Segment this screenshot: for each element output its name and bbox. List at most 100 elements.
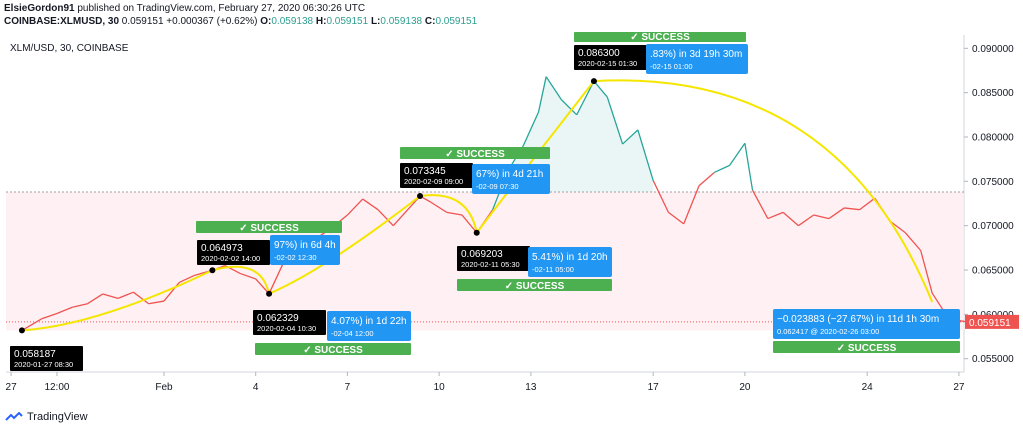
pivot-time: 2020-02-02 14:00 <box>201 254 260 263</box>
callout-box <box>773 309 960 339</box>
price-segment <box>522 111 540 147</box>
y-tick-label: 0.090000 <box>972 44 1014 55</box>
success-badge <box>773 341 960 353</box>
price-segment <box>828 207 845 220</box>
price-segment <box>576 80 595 116</box>
close-label: C: <box>424 16 436 27</box>
pivot-marker <box>590 78 597 85</box>
pivot-label-box <box>400 163 473 188</box>
pivot-marker <box>209 267 216 274</box>
projection-arrow <box>212 265 271 294</box>
price-segment <box>72 303 88 308</box>
price-segment <box>461 214 478 234</box>
success-badge <box>196 221 342 233</box>
projection-arrow <box>21 269 213 332</box>
pivot-price: 0.073345 <box>404 166 446 177</box>
y-tick-label: 0.080000 <box>972 132 1014 143</box>
callout-box <box>528 247 612 277</box>
success-label: ✓ SUCCESS <box>630 32 690 43</box>
price-segment <box>362 198 379 211</box>
price-segment <box>346 198 364 216</box>
price-change: +0.000367 (+0.62%) <box>166 16 258 27</box>
low-label: L: <box>370 16 381 27</box>
projection-arrow <box>593 79 934 303</box>
price-segment <box>698 171 715 187</box>
success-label: ✓ SUCCESS <box>445 149 505 160</box>
callout-change: 97%) in 6d 4h <box>274 240 336 251</box>
chart-title: XLM/USD, 30, COINBASE <box>10 43 129 54</box>
callout-date: -02-09 07:30 <box>476 182 519 191</box>
y-tick-label: 0.085000 <box>972 88 1014 99</box>
symbol-ohlc-line: COINBASE:XLMUSD, 30 0.059151 +0.000367 (… <box>4 16 477 28</box>
y-tick-label: 0.055000 <box>972 354 1014 365</box>
price-segment <box>683 185 700 225</box>
pivot-marker <box>473 229 480 236</box>
success-badge <box>457 279 612 291</box>
pivot-price: 0.062329 <box>257 313 299 324</box>
price-segment <box>622 129 639 145</box>
callout-change: 67%) in 4d 21h <box>476 169 543 180</box>
price-segment <box>446 211 463 216</box>
pivot-price: 0.086300 <box>578 48 620 59</box>
x-tick-label: 10 <box>434 382 446 393</box>
pivot-price: 0.069203 <box>461 249 503 260</box>
author-name: ElsieGordon91 <box>4 3 75 14</box>
x-tick-label: 27 <box>953 382 965 393</box>
tradingview-footer: TradingView <box>5 411 88 423</box>
price-segment <box>133 291 150 305</box>
pivot-time: 2020-02-09 09:00 <box>404 177 463 186</box>
success-badge <box>255 343 411 355</box>
x-tick-label: 24 <box>862 382 874 393</box>
price-segment <box>767 211 784 220</box>
x-tick-label: 12:00 <box>44 382 69 393</box>
callout-change: 5.41%) in 1d 20h <box>532 252 608 263</box>
pivot-marker <box>417 193 424 200</box>
open-value: 0.059138 <box>271 16 314 27</box>
success-label: ✓ SUCCESS <box>239 223 299 234</box>
callout-box <box>327 311 411 341</box>
price-segment <box>714 164 730 174</box>
price-segment <box>744 143 754 191</box>
price-segment <box>652 180 670 213</box>
price-segment <box>102 293 119 300</box>
y-tick-label: 0.070000 <box>972 221 1014 232</box>
shaded-up-area <box>476 76 654 192</box>
price-segment <box>537 76 547 113</box>
price-segment <box>41 312 58 320</box>
price-segment <box>931 292 945 312</box>
price-segment <box>117 291 134 299</box>
price-segment <box>87 293 104 305</box>
callout-box <box>646 44 748 74</box>
price-segment <box>782 211 799 227</box>
tradingview-logo-icon <box>5 412 23 421</box>
pivot-label-box <box>10 346 83 371</box>
price-segment <box>798 214 815 227</box>
price-segment <box>392 195 421 227</box>
price-segment <box>637 129 654 181</box>
callout-change: 4.07%) in 1d 22h <box>331 316 407 327</box>
price-segment <box>593 80 608 98</box>
callout-date: -02-04 12:00 <box>331 329 374 338</box>
pivot-time: 2020-02-15 01:30 <box>578 59 637 68</box>
success-label: ✓ SUCCESS <box>505 281 565 292</box>
pivot-price: 0.064973 <box>201 243 243 254</box>
callout-date: -02-15 01:00 <box>650 62 693 71</box>
published-text: published on TradingView.com, February 2… <box>77 3 366 14</box>
pivot-time: 2020-02-04 10:30 <box>257 324 316 333</box>
price-segment <box>751 189 769 219</box>
price-segment <box>889 220 906 234</box>
callout-box <box>472 164 550 194</box>
price-segment <box>178 274 195 284</box>
y-tick-label: 0.065000 <box>972 266 1014 277</box>
success-label: ✓ SUCCESS <box>303 345 363 356</box>
callout-change: .83%) in 3d 19h 30m <box>650 49 742 60</box>
price-segment <box>148 300 165 305</box>
pivot-marker <box>266 290 273 297</box>
pivot-price: 0.058187 <box>14 349 56 360</box>
price-segment <box>560 99 578 116</box>
price-segment <box>668 211 685 225</box>
price-segment <box>377 209 394 227</box>
pivot-time: 2020-01-27 08:30 <box>14 360 73 369</box>
callout-date: 0.062417 @ 2020-02-26 03:00 <box>777 327 879 336</box>
